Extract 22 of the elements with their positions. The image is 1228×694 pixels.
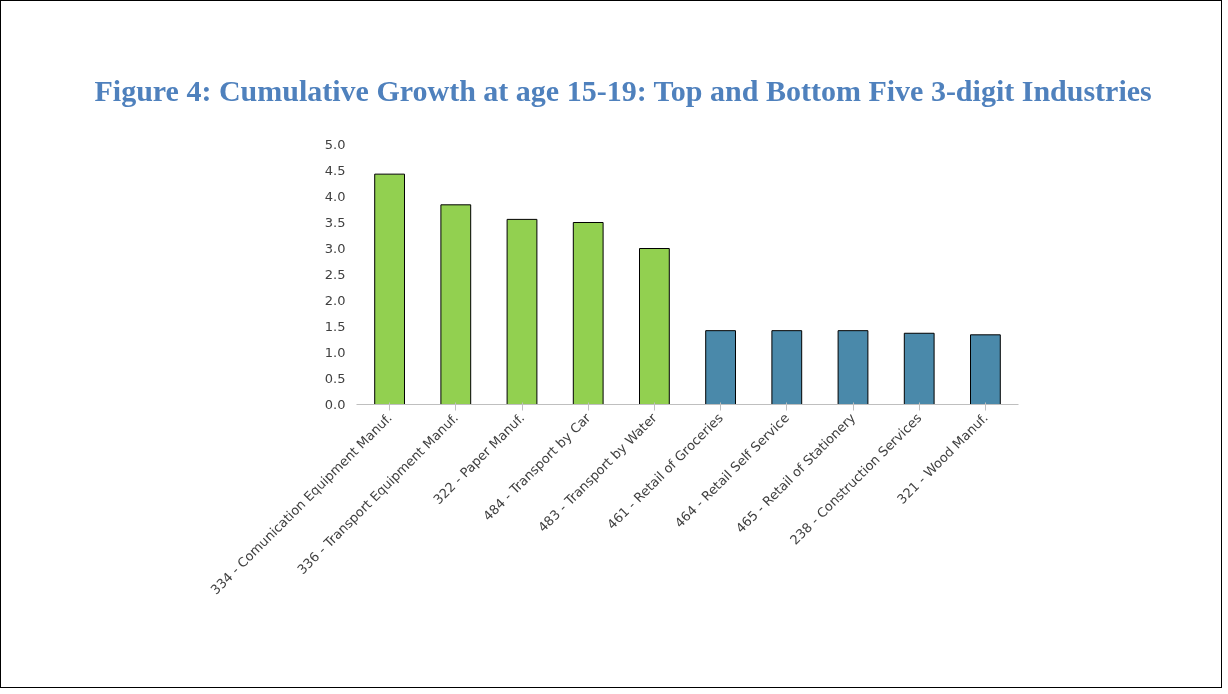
bar [440,204,472,405]
y-tick-label: 1.0 [324,345,346,360]
y-tick-label: 4.5 [324,163,346,178]
bar [506,218,538,405]
y-tick-label: 2.5 [324,267,346,282]
bar [771,330,803,405]
y-tick-label: 1.5 [324,319,346,334]
bar [970,334,1001,405]
y-tick-label: 3.5 [324,215,346,230]
y-tick-label: 0.0 [324,397,346,412]
bar [639,248,670,405]
chart-title: Figure 4: Cumulative Growth at age 15-19: Top and Bottom Five 3-digit Industries [94,74,1152,107]
y-tick-label: 4.0 [324,189,346,204]
y-tick-label: 2.0 [324,293,346,308]
bar [837,330,869,405]
y-tick-label: 3.0 [324,241,346,256]
bar [903,332,935,405]
y-tick-label: 5.0 [324,137,346,152]
bar [572,222,604,405]
bar [374,173,405,405]
bar [705,330,736,405]
y-tick-label: 0.5 [324,371,346,386]
